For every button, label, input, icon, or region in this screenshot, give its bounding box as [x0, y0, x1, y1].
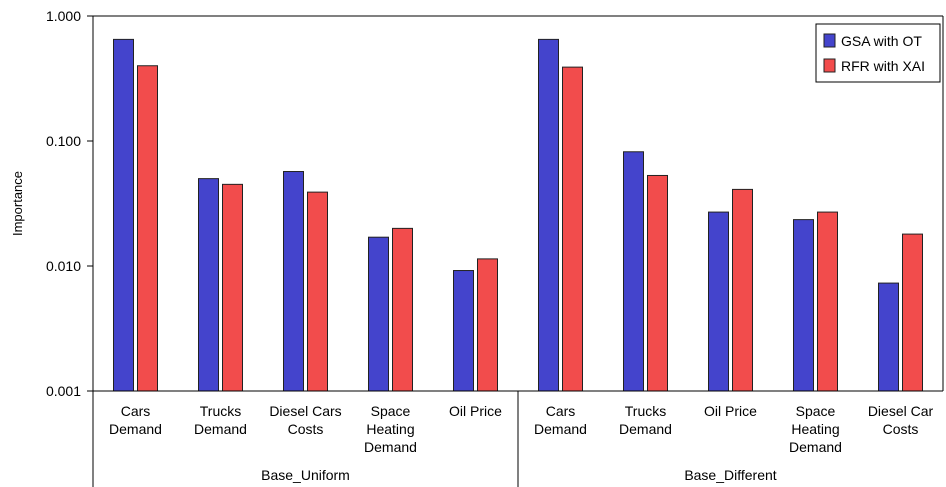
y-tick-label: 1.000: [46, 8, 81, 24]
y-axis-title: Importance: [10, 171, 25, 236]
bar-base_different-1-rfr: [647, 174, 668, 392]
legend-swatch-0: [823, 33, 836, 48]
bar-base_uniform-3-rfr: [392, 227, 413, 392]
category-label: Cars Demand: [109, 403, 162, 437]
category-label: Trucks Demand: [194, 403, 247, 437]
bar-base_uniform-1-rfr: [222, 183, 243, 392]
category-label: Trucks Demand: [619, 403, 672, 437]
category-label: Cars Demand: [534, 403, 587, 437]
bar-base_uniform-0-gsa: [113, 38, 134, 392]
legend-swatch-1: [823, 58, 836, 73]
bar-base_uniform-4-gsa: [453, 270, 474, 392]
bar-base_different-3-rfr: [817, 211, 838, 392]
y-tick-label: 0.010: [46, 258, 81, 274]
bar-base_uniform-3-gsa: [368, 236, 389, 392]
category-label: Diesel Cars Costs: [269, 403, 341, 437]
bar-base_different-2-rfr: [732, 188, 753, 392]
bar-base_uniform-1-gsa: [198, 178, 219, 392]
group-label-0: Base_Uniform: [261, 467, 350, 483]
bar-base_different-2-gsa: [708, 211, 729, 392]
bar-base_uniform-2-gsa: [283, 171, 304, 392]
category-label: Oil Price: [704, 403, 757, 419]
y-tick-label: 0.100: [46, 133, 81, 149]
category-label: Space Heating Demand: [364, 403, 417, 455]
bar-base_different-0-rfr: [562, 66, 583, 392]
bar-base_uniform-0-rfr: [137, 65, 158, 392]
category-label: Oil Price: [449, 403, 502, 419]
category-label: Space Heating Demand: [789, 403, 842, 455]
bar-base_different-4-rfr: [902, 233, 923, 392]
bar-base_uniform-4-rfr: [477, 258, 498, 392]
category-label: Diesel Car Costs: [868, 403, 934, 437]
bar-base_different-0-gsa: [538, 38, 559, 392]
legend-box: [815, 23, 941, 83]
group-label-1: Base_Different: [684, 467, 776, 483]
bar-base_different-3-gsa: [793, 219, 814, 392]
legend-label-1: RFR with XAI: [841, 58, 925, 74]
legend-label-0: GSA with OT: [841, 33, 922, 49]
y-tick-label: 0.001: [46, 383, 81, 399]
bar-base_different-4-gsa: [878, 282, 899, 392]
bar-base_uniform-2-rfr: [307, 191, 328, 392]
bar-base_different-1-gsa: [623, 151, 644, 392]
